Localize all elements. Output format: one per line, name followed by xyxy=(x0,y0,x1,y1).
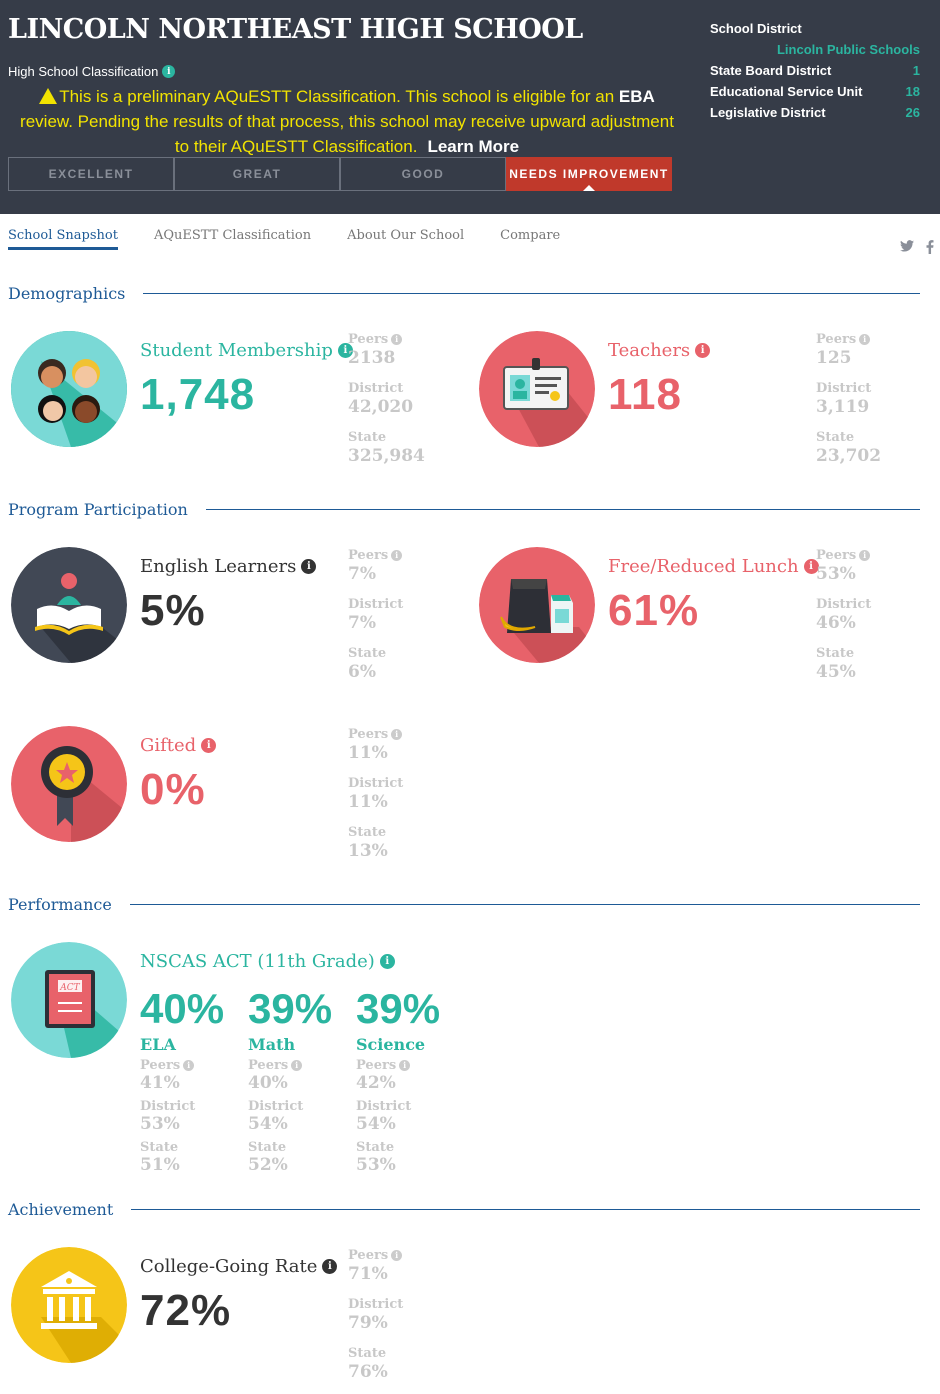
rating-excellent[interactable]: EXCELLENT xyxy=(8,157,174,191)
english-learners-value: 5% xyxy=(140,586,206,635)
college-going-rate-label: College-Going Rate i xyxy=(140,1256,338,1277)
facebook-icon[interactable] xyxy=(926,240,934,254)
teacher-badge-icon xyxy=(479,331,595,447)
info-icon[interactable]: i xyxy=(399,1059,411,1071)
tab-compare[interactable]: Compare xyxy=(500,228,561,243)
college-going-rate-comparison: Peers i 71% District 79% State 76% xyxy=(348,1247,404,1383)
free-reduced-lunch-comparison: Peers i 53% District 46% State 45% xyxy=(816,547,872,683)
classification-label: High School Classification i xyxy=(8,64,176,79)
legislative-value: 26 xyxy=(905,105,920,120)
section-achievement: Achievement xyxy=(8,1200,920,1219)
act-book-text: ACT xyxy=(59,983,80,993)
district-info: School District Lincoln Public Schools S… xyxy=(710,18,920,123)
college-going-rate-value: 72% xyxy=(140,1286,232,1335)
section-program-participation: Program Participation xyxy=(8,500,920,519)
free-reduced-lunch-label: Free/Reduced Lunch i xyxy=(608,556,819,577)
act-subject-math: 39% Math Peers i 40% District 54% State 5… xyxy=(248,985,333,1175)
school-district-link[interactable]: Lincoln Public Schools xyxy=(776,42,920,57)
school-title: LINCOLN NORTHEAST HIGH SCHOOL xyxy=(8,14,583,45)
section-performance: Performance xyxy=(8,895,920,914)
esu-label: Educational Service Unit xyxy=(710,84,863,99)
social-links xyxy=(900,240,934,254)
info-icon[interactable]: i xyxy=(391,1249,403,1261)
info-icon[interactable]: i xyxy=(201,738,217,753)
act-subject-science: 39% Science Peers i 42% District 54% Stat… xyxy=(356,985,441,1175)
info-icon[interactable]: i xyxy=(322,1259,338,1274)
act-subject-ela: 40% ELA Peers i 41% District 53% State 51… xyxy=(140,985,225,1175)
student-membership-label: Student Membership i xyxy=(140,340,353,361)
gifted-comparison: Peers i 11% District 11% State 13% xyxy=(348,726,404,862)
free-reduced-lunch-value: 61% xyxy=(608,586,700,635)
info-icon[interactable]: i xyxy=(301,559,317,574)
info-icon[interactable]: i xyxy=(379,954,395,969)
english-learners-comparison: Peers i 7% District 7% State 6% xyxy=(348,547,404,683)
info-icon[interactable]: i xyxy=(391,728,403,740)
state-board-label: State Board District xyxy=(710,63,832,78)
info-icon[interactable]: i xyxy=(391,333,403,345)
gifted-label: Gifted i xyxy=(140,735,217,756)
rating-great[interactable]: GREAT xyxy=(174,157,340,191)
student-membership-comparison: Peers i 2138 District 42,020 State 325,98… xyxy=(348,331,425,467)
state-board-value: 1 xyxy=(912,63,920,78)
learn-more-link[interactable]: Learn More xyxy=(427,137,520,156)
info-icon[interactable]: i xyxy=(859,333,871,345)
reading-book-icon xyxy=(11,547,127,663)
college-building-icon xyxy=(11,1247,127,1363)
section-demographics: Demographics xyxy=(8,284,920,303)
gifted-value: 0% xyxy=(140,765,206,814)
school-district-label: School District xyxy=(710,21,802,36)
esu-value: 18 xyxy=(905,84,920,99)
teachers-label: Teachers i xyxy=(608,340,711,361)
info-icon[interactable]: i xyxy=(695,343,711,358)
teachers-comparison: Peers i 125 District 3,119 State 23,702 xyxy=(816,331,882,467)
english-learners-label: English Learners i xyxy=(140,556,317,577)
tab-aquestt-classification[interactable]: AQuESTT Classification xyxy=(153,228,312,243)
student-membership-value: 1,748 xyxy=(140,370,256,419)
teachers-value: 118 xyxy=(608,370,682,419)
info-icon[interactable]: i xyxy=(183,1059,195,1071)
students-icon xyxy=(11,331,127,447)
lunch-bag-icon xyxy=(479,547,595,663)
page-tabs: School Snapshot AQuESTT Classification A… xyxy=(8,228,560,250)
award-ribbon-icon xyxy=(11,726,127,842)
info-icon[interactable]: i xyxy=(162,65,176,78)
info-icon[interactable]: i xyxy=(391,549,403,561)
classification-rating-bar: EXCELLENT GREAT GOOD NEEDS IMPROVEMENT xyxy=(8,157,672,191)
tab-about-our-school[interactable]: About Our School xyxy=(347,228,465,243)
rating-good[interactable]: GOOD xyxy=(340,157,506,191)
rating-needs-improvement[interactable]: NEEDS IMPROVEMENT xyxy=(506,157,672,191)
info-icon[interactable]: i xyxy=(803,559,819,574)
nscas-act-label: NSCAS ACT (11th Grade) i xyxy=(140,951,395,972)
act-book-icon: ACT xyxy=(11,942,127,1058)
legislative-label: Legislative District xyxy=(710,105,826,120)
school-header: LINCOLN NORTHEAST HIGH SCHOOL High Schoo… xyxy=(0,0,940,214)
tab-school-snapshot[interactable]: School Snapshot xyxy=(8,228,118,250)
twitter-icon[interactable] xyxy=(900,240,914,252)
info-icon[interactable]: i xyxy=(337,343,353,358)
preliminary-notice: This is a preliminary AQuESTT Classifica… xyxy=(20,87,674,156)
info-icon[interactable]: i xyxy=(859,549,871,561)
warning-icon xyxy=(39,88,58,104)
info-icon[interactable]: i xyxy=(291,1059,303,1071)
